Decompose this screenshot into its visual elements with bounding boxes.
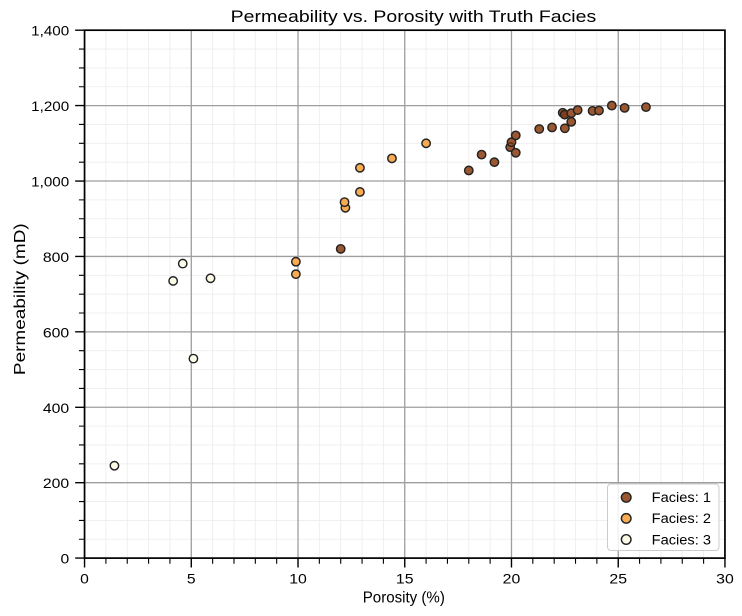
svg-text:200: 200 [43,476,69,492]
svg-text:Facies: 2: Facies: 2 [652,511,711,527]
svg-text:10: 10 [289,572,307,588]
svg-text:600: 600 [43,325,69,341]
svg-text:5: 5 [187,572,196,588]
svg-text:800: 800 [43,250,69,266]
svg-text:1,200: 1,200 [31,99,69,115]
svg-text:25: 25 [609,572,627,588]
svg-text:Permeability (mD): Permeability (mD) [12,223,29,375]
svg-text:Facies: 3: Facies: 3 [652,532,711,548]
svg-text:15: 15 [396,572,414,588]
svg-text:20: 20 [503,572,521,588]
svg-text:30: 30 [716,572,734,588]
svg-text:1,400: 1,400 [31,24,69,40]
svg-text:Porosity (%): Porosity (%) [363,589,445,606]
svg-text:0: 0 [61,552,70,568]
svg-text:400: 400 [43,401,69,417]
svg-text:1,000: 1,000 [31,175,69,191]
svg-text:0: 0 [80,572,89,588]
svg-text:Facies: 1: Facies: 1 [652,490,711,506]
svg-text:Permeability vs. Porosity with: Permeability vs. Porosity with Truth Fac… [231,7,597,26]
